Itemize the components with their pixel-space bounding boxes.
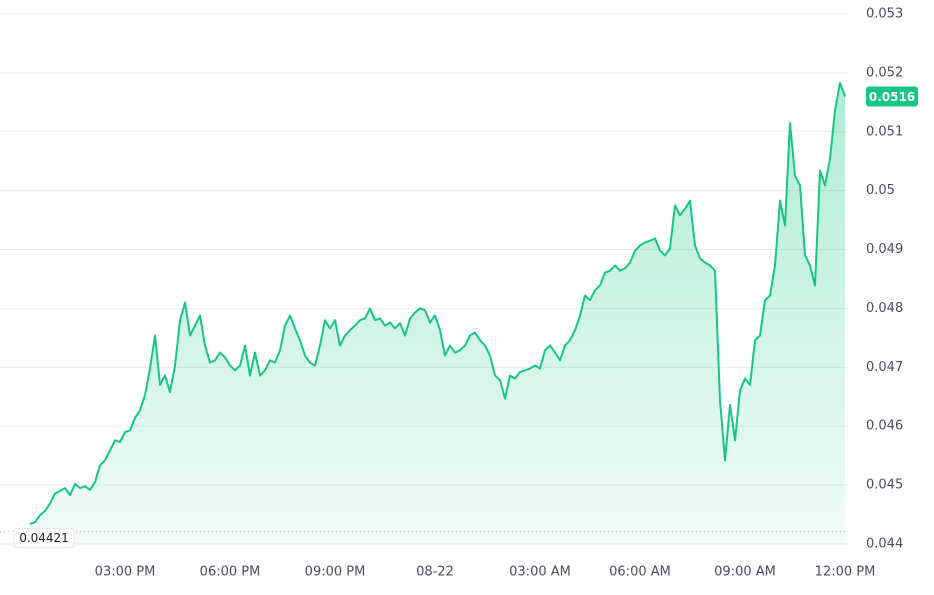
x-tick-label: 09:00 AM: [714, 565, 776, 580]
reference-tag: [13, 528, 75, 549]
x-tick-label: 06:00 PM: [200, 565, 261, 580]
x-tick-label: 03:00 AM: [509, 565, 571, 580]
y-tick-label: 0.047: [866, 360, 903, 375]
labels: 0.053 0.052 0.051 0.05 0.049 0.048 0.047 0.046 0…: [13, 7, 918, 580]
last-price-label: 0.0516: [869, 90, 915, 104]
y-tick-label: 0.046: [866, 419, 903, 434]
y-tick-label: 0.053: [866, 7, 903, 22]
plot: [29, 81, 846, 545]
y-tick-label: 0.049: [866, 242, 903, 257]
x-tick-label: 12:00 PM: [815, 565, 876, 580]
reference-label: 0.04421: [19, 531, 69, 545]
price-area: [30, 82, 845, 545]
x-tick-label: 09:00 PM: [305, 565, 366, 580]
x-tick-label: 08-22: [416, 565, 454, 580]
price-line: [29, 81, 846, 525]
y-tick-label: 0.048: [866, 301, 903, 316]
y-tick-label: 0.044: [866, 537, 903, 552]
y-tick-label: 0.05: [866, 183, 895, 198]
x-tick-label: 06:00 AM: [609, 565, 671, 580]
y-tick-label: 0.051: [866, 124, 903, 139]
last-price-tag: [866, 86, 918, 107]
y-tick-label: 0.052: [866, 65, 903, 80]
y-tick-label: 0.045: [866, 478, 903, 493]
x-tick-label: 03:00 PM: [95, 565, 156, 580]
